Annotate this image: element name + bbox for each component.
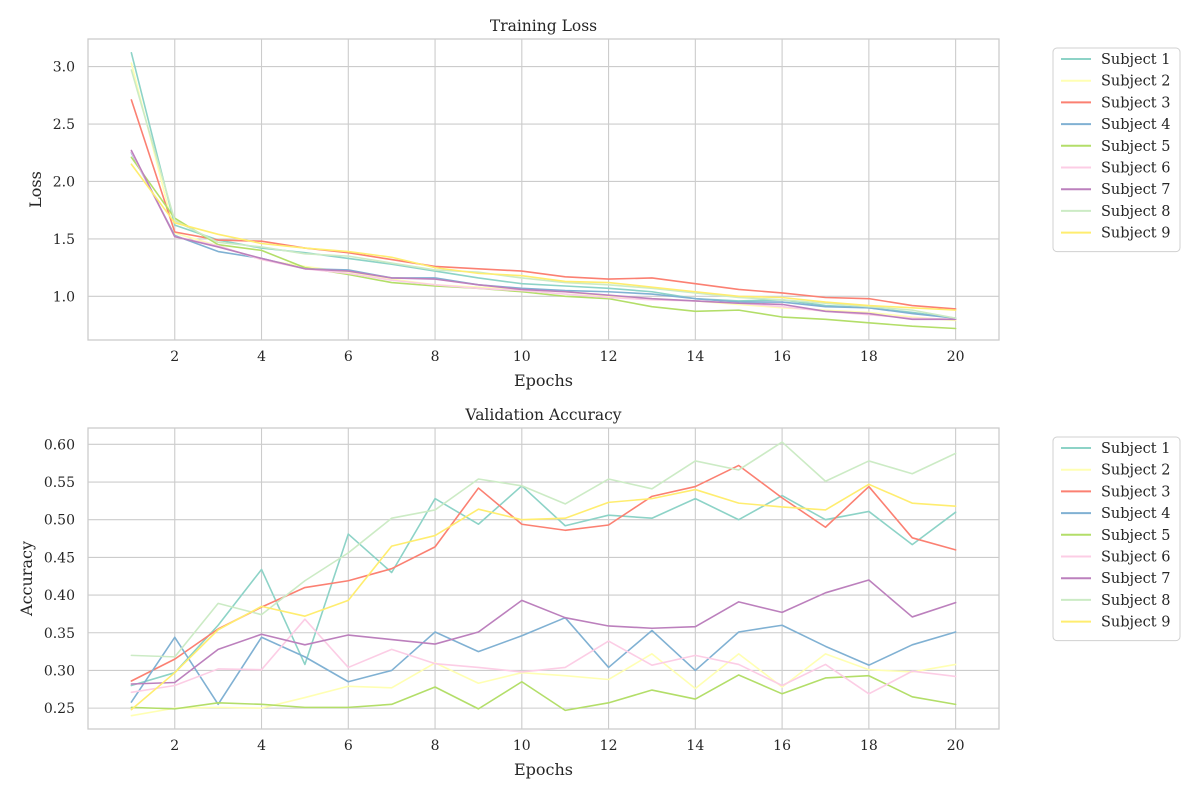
series-line-subject-5	[130, 674, 957, 712]
y-tick-label: 1.0	[53, 289, 75, 305]
series-line-subject-5	[130, 156, 957, 330]
series-lines	[130, 441, 957, 717]
chart-panel-2: 2 4 6 8 10 12 14 16 18 20 0.25 0.30 0.35 0.40 0.45 0.50…	[17, 406, 1181, 779]
y-tick-label: 0.45	[44, 550, 75, 566]
legend-label-subject-3: Subject 3	[1101, 484, 1170, 500]
x-tick-labels: 2 4 6 8 10 12 14 16 18 20	[170, 738, 964, 754]
series-line-subject-9	[130, 163, 957, 311]
x-tick-label: 8	[431, 738, 440, 754]
x-tick-label: 20	[947, 738, 965, 754]
x-tick-label: 14	[686, 738, 704, 754]
legend-label-subject-4: Subject 4	[1101, 117, 1170, 133]
y-tick-label: 1.5	[53, 232, 75, 248]
chart-title: Validation Accuracy	[464, 406, 621, 424]
y-tick-label: 0.55	[44, 475, 75, 491]
x-tick-label: 8	[431, 349, 440, 365]
legend-label-subject-7: Subject 7	[1101, 182, 1170, 198]
x-tick-label: 4	[257, 738, 266, 754]
y-axis-label: Accuracy	[17, 541, 36, 617]
x-axis-label: Epochs	[514, 760, 573, 779]
x-tick-label: 16	[773, 738, 791, 754]
y-tick-label: 0.35	[44, 626, 75, 642]
plot-frame	[87, 427, 1000, 730]
legend: Subject 1 Subject 2 Subject 3 Subject 4 Subj…	[1052, 436, 1181, 642]
y-tick-label: 2.0	[53, 174, 75, 190]
series-line-subject-3	[130, 464, 957, 682]
series-line-subject-4	[130, 616, 957, 706]
legend-box	[1052, 436, 1181, 642]
x-tick-label: 18	[860, 738, 878, 754]
legend-label-subject-4: Subject 4	[1101, 506, 1170, 522]
y-tick-label: 0.40	[44, 588, 75, 604]
legend-label-subject-3: Subject 3	[1101, 95, 1170, 111]
series-line-subject-9	[130, 483, 957, 711]
y-tick-labels: 1.0 1.5 2.0 2.5 3.0	[53, 60, 75, 306]
y-tick-label: 2.5	[53, 117, 75, 133]
x-tick-label: 6	[344, 738, 353, 754]
y-tick-labels: 0.25 0.30 0.35 0.40 0.45 0.50 0.55 0.60	[44, 437, 75, 717]
series-line-subject-2	[130, 653, 957, 717]
legend-label-subject-6: Subject 6	[1101, 161, 1170, 177]
legend-label-subject-5: Subject 5	[1101, 139, 1170, 155]
legend-label-subject-7: Subject 7	[1101, 571, 1170, 587]
y-tick-label: 3.0	[53, 60, 75, 76]
gridlines	[88, 39, 999, 340]
legend-label-subject-1: Subject 1	[1101, 52, 1170, 68]
x-tick-label: 16	[773, 349, 791, 365]
series-line-subject-2	[130, 62, 957, 322]
series-line-subject-6	[130, 618, 957, 695]
x-tick-label: 14	[686, 349, 704, 365]
x-tick-label: 12	[600, 349, 618, 365]
x-tick-label: 20	[947, 349, 965, 365]
x-tick-label: 18	[860, 349, 878, 365]
series-line-subject-3	[130, 99, 957, 310]
chart-title: Training Loss	[490, 17, 597, 35]
x-tick-label: 2	[170, 349, 179, 365]
y-tick-label: 0.60	[44, 437, 75, 453]
gridlines	[88, 428, 999, 729]
legend-box	[1052, 47, 1181, 253]
series-line-subject-8	[130, 69, 957, 319]
legend-label-subject-9: Subject 9	[1101, 615, 1170, 631]
legend-label-subject-8: Subject 8	[1101, 204, 1170, 220]
legend-label-subject-2: Subject 2	[1101, 74, 1170, 90]
y-axis-label: Loss	[26, 171, 45, 208]
x-tick-label: 4	[257, 349, 266, 365]
series-line-subject-1	[130, 484, 957, 687]
series-line-subject-8	[130, 441, 957, 658]
x-tick-label: 10	[513, 738, 531, 754]
legend-label-subject-2: Subject 2	[1101, 463, 1170, 479]
y-tick-label: 0.25	[44, 701, 75, 717]
series-line-subject-7	[130, 579, 957, 685]
x-axis-label: Epochs	[514, 371, 573, 390]
x-tick-label: 10	[513, 349, 531, 365]
x-tick-label: 6	[344, 349, 353, 365]
legend-label-subject-5: Subject 5	[1101, 528, 1170, 544]
y-tick-label: 0.30	[44, 663, 75, 679]
legend: Subject 1 Subject 2 Subject 3 Subject 4 Subj…	[1052, 47, 1181, 253]
legend-label-subject-1: Subject 1	[1101, 441, 1170, 457]
x-tick-label: 2	[170, 738, 179, 754]
series-lines	[130, 51, 957, 330]
chart-panel-1: 2 4 6 8 10 12 14 16 18 20 1.0 1.5 2.0 2.5 3.0 Training …	[26, 17, 1181, 390]
x-tick-label: 12	[600, 738, 618, 754]
plot-frame	[87, 38, 1000, 341]
legend-label-subject-9: Subject 9	[1101, 226, 1170, 242]
series-line-subject-7	[130, 149, 957, 321]
legend-label-subject-6: Subject 6	[1101, 550, 1170, 566]
x-tick-labels: 2 4 6 8 10 12 14 16 18 20	[170, 349, 964, 365]
y-tick-label: 0.50	[44, 513, 75, 529]
legend-label-subject-8: Subject 8	[1101, 593, 1170, 609]
